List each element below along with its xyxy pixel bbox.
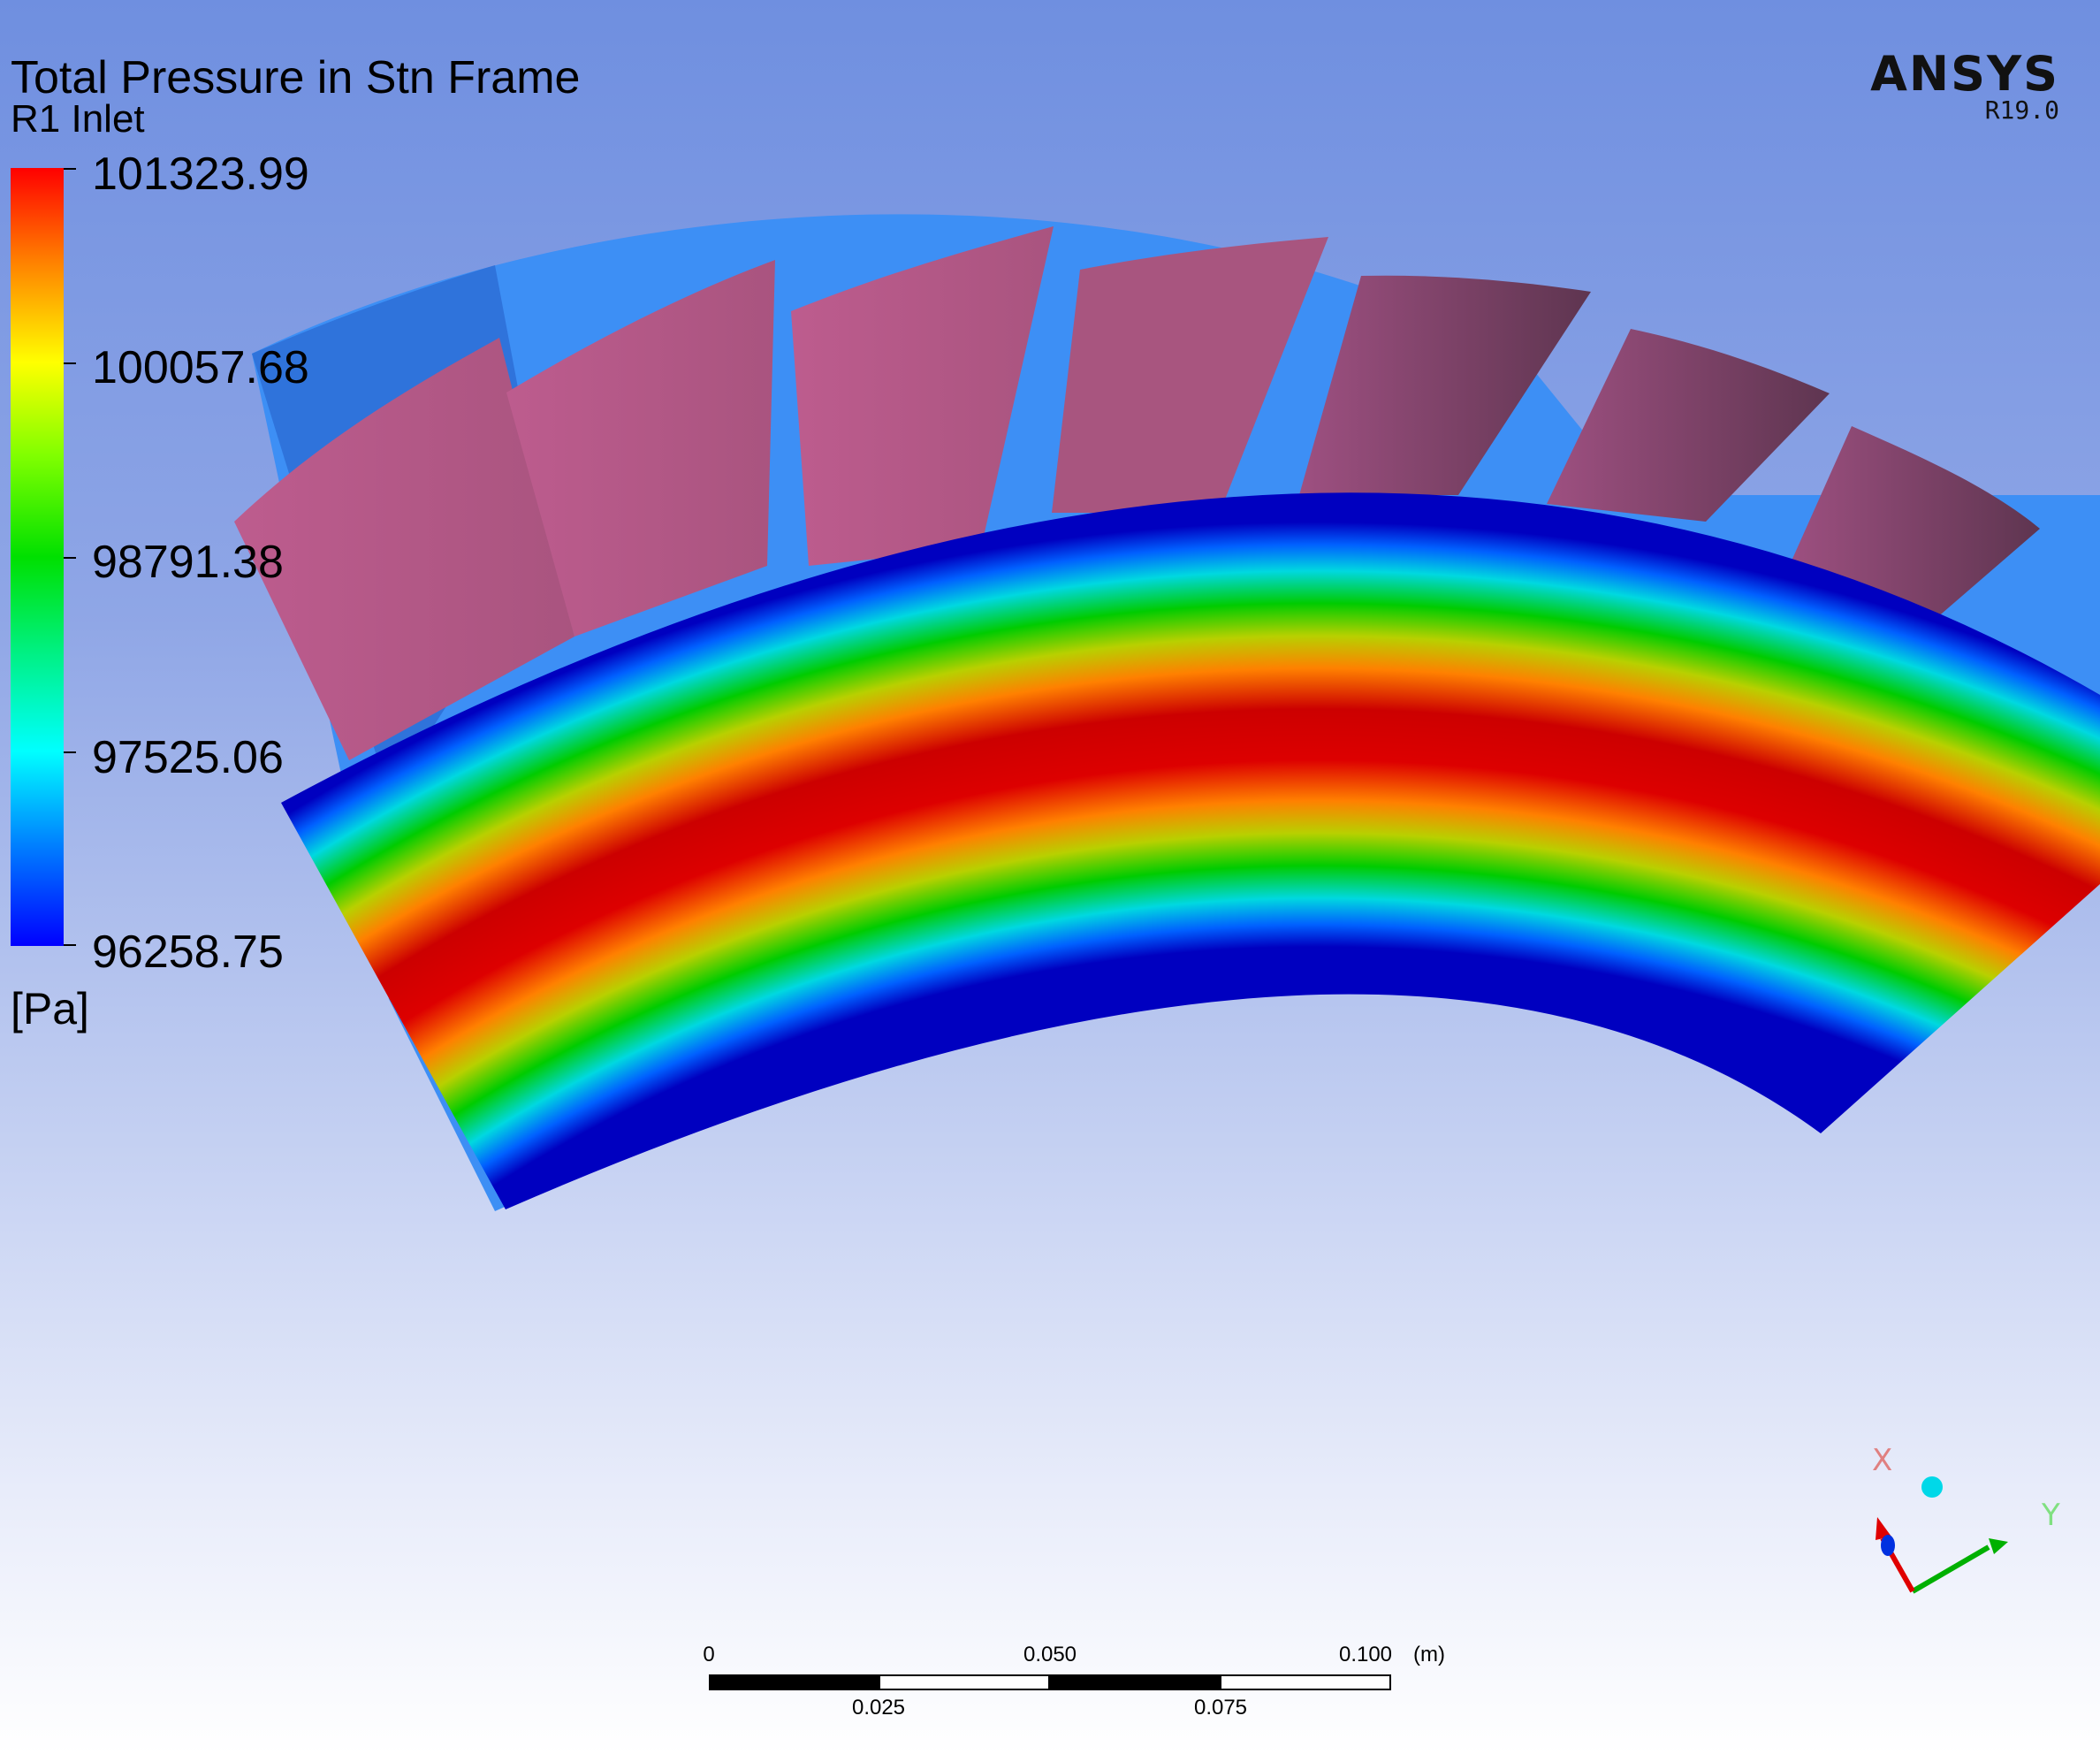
legend-tick bbox=[64, 362, 76, 364]
legend-min-label: 96258.75 bbox=[92, 927, 284, 978]
scale-segment bbox=[1220, 1674, 1391, 1690]
legend-max-label: 101323.99 bbox=[92, 149, 309, 200]
scale-segment bbox=[879, 1674, 1050, 1690]
scale-label: 0.050 bbox=[1023, 1643, 1077, 1666]
version-label: R19.0 bbox=[1984, 95, 2059, 125]
blade bbox=[506, 260, 775, 637]
view-sphere-icon bbox=[1921, 1476, 1943, 1498]
blade bbox=[1299, 275, 1591, 495]
legend-unit: [Pa] bbox=[11, 984, 89, 1033]
legend-subtitle: R1 Inlet bbox=[11, 97, 145, 141]
legend-title: Total Pressure in Stn Frame bbox=[11, 52, 581, 103]
r1-inlet-contour bbox=[281, 492, 2100, 1209]
legend-tick-label: 100057.68 bbox=[92, 342, 309, 393]
scale-label: 0.100 bbox=[1338, 1643, 1393, 1666]
legend-tick bbox=[64, 557, 76, 559]
z-axis-arrow bbox=[1881, 1535, 1895, 1556]
legend-tick bbox=[64, 751, 76, 753]
scale-label: 0 bbox=[703, 1643, 715, 1666]
triad-x-label: X bbox=[1872, 1443, 1893, 1478]
x-arrowhead-icon bbox=[1876, 1517, 1891, 1540]
blade bbox=[234, 338, 574, 760]
triad-y-label: Y bbox=[2042, 1498, 2060, 1533]
legend-tick-label: 98791.38 bbox=[92, 537, 284, 588]
axis-triad[interactable] bbox=[1856, 1432, 2051, 1609]
legend-colorbar bbox=[11, 168, 64, 946]
blade bbox=[1547, 329, 1830, 522]
ansys-logo: ANSYS bbox=[1870, 46, 2059, 102]
scale-segment bbox=[1049, 1674, 1221, 1690]
legend-tick bbox=[64, 168, 76, 170]
y-axis-arrow bbox=[1911, 1544, 1990, 1594]
blade bbox=[791, 226, 1054, 566]
blade bbox=[1052, 237, 1328, 513]
scale-label: 0.075 bbox=[1193, 1696, 1248, 1720]
scale-unit: (m) bbox=[1413, 1643, 1445, 1666]
legend-tick-label: 97525.06 bbox=[92, 732, 284, 783]
scale-label: 0.025 bbox=[851, 1696, 906, 1720]
legend-tick bbox=[64, 944, 76, 946]
y-arrowhead-icon bbox=[1989, 1538, 2008, 1554]
scale-segment bbox=[709, 1674, 879, 1690]
blade bbox=[1785, 426, 2040, 619]
